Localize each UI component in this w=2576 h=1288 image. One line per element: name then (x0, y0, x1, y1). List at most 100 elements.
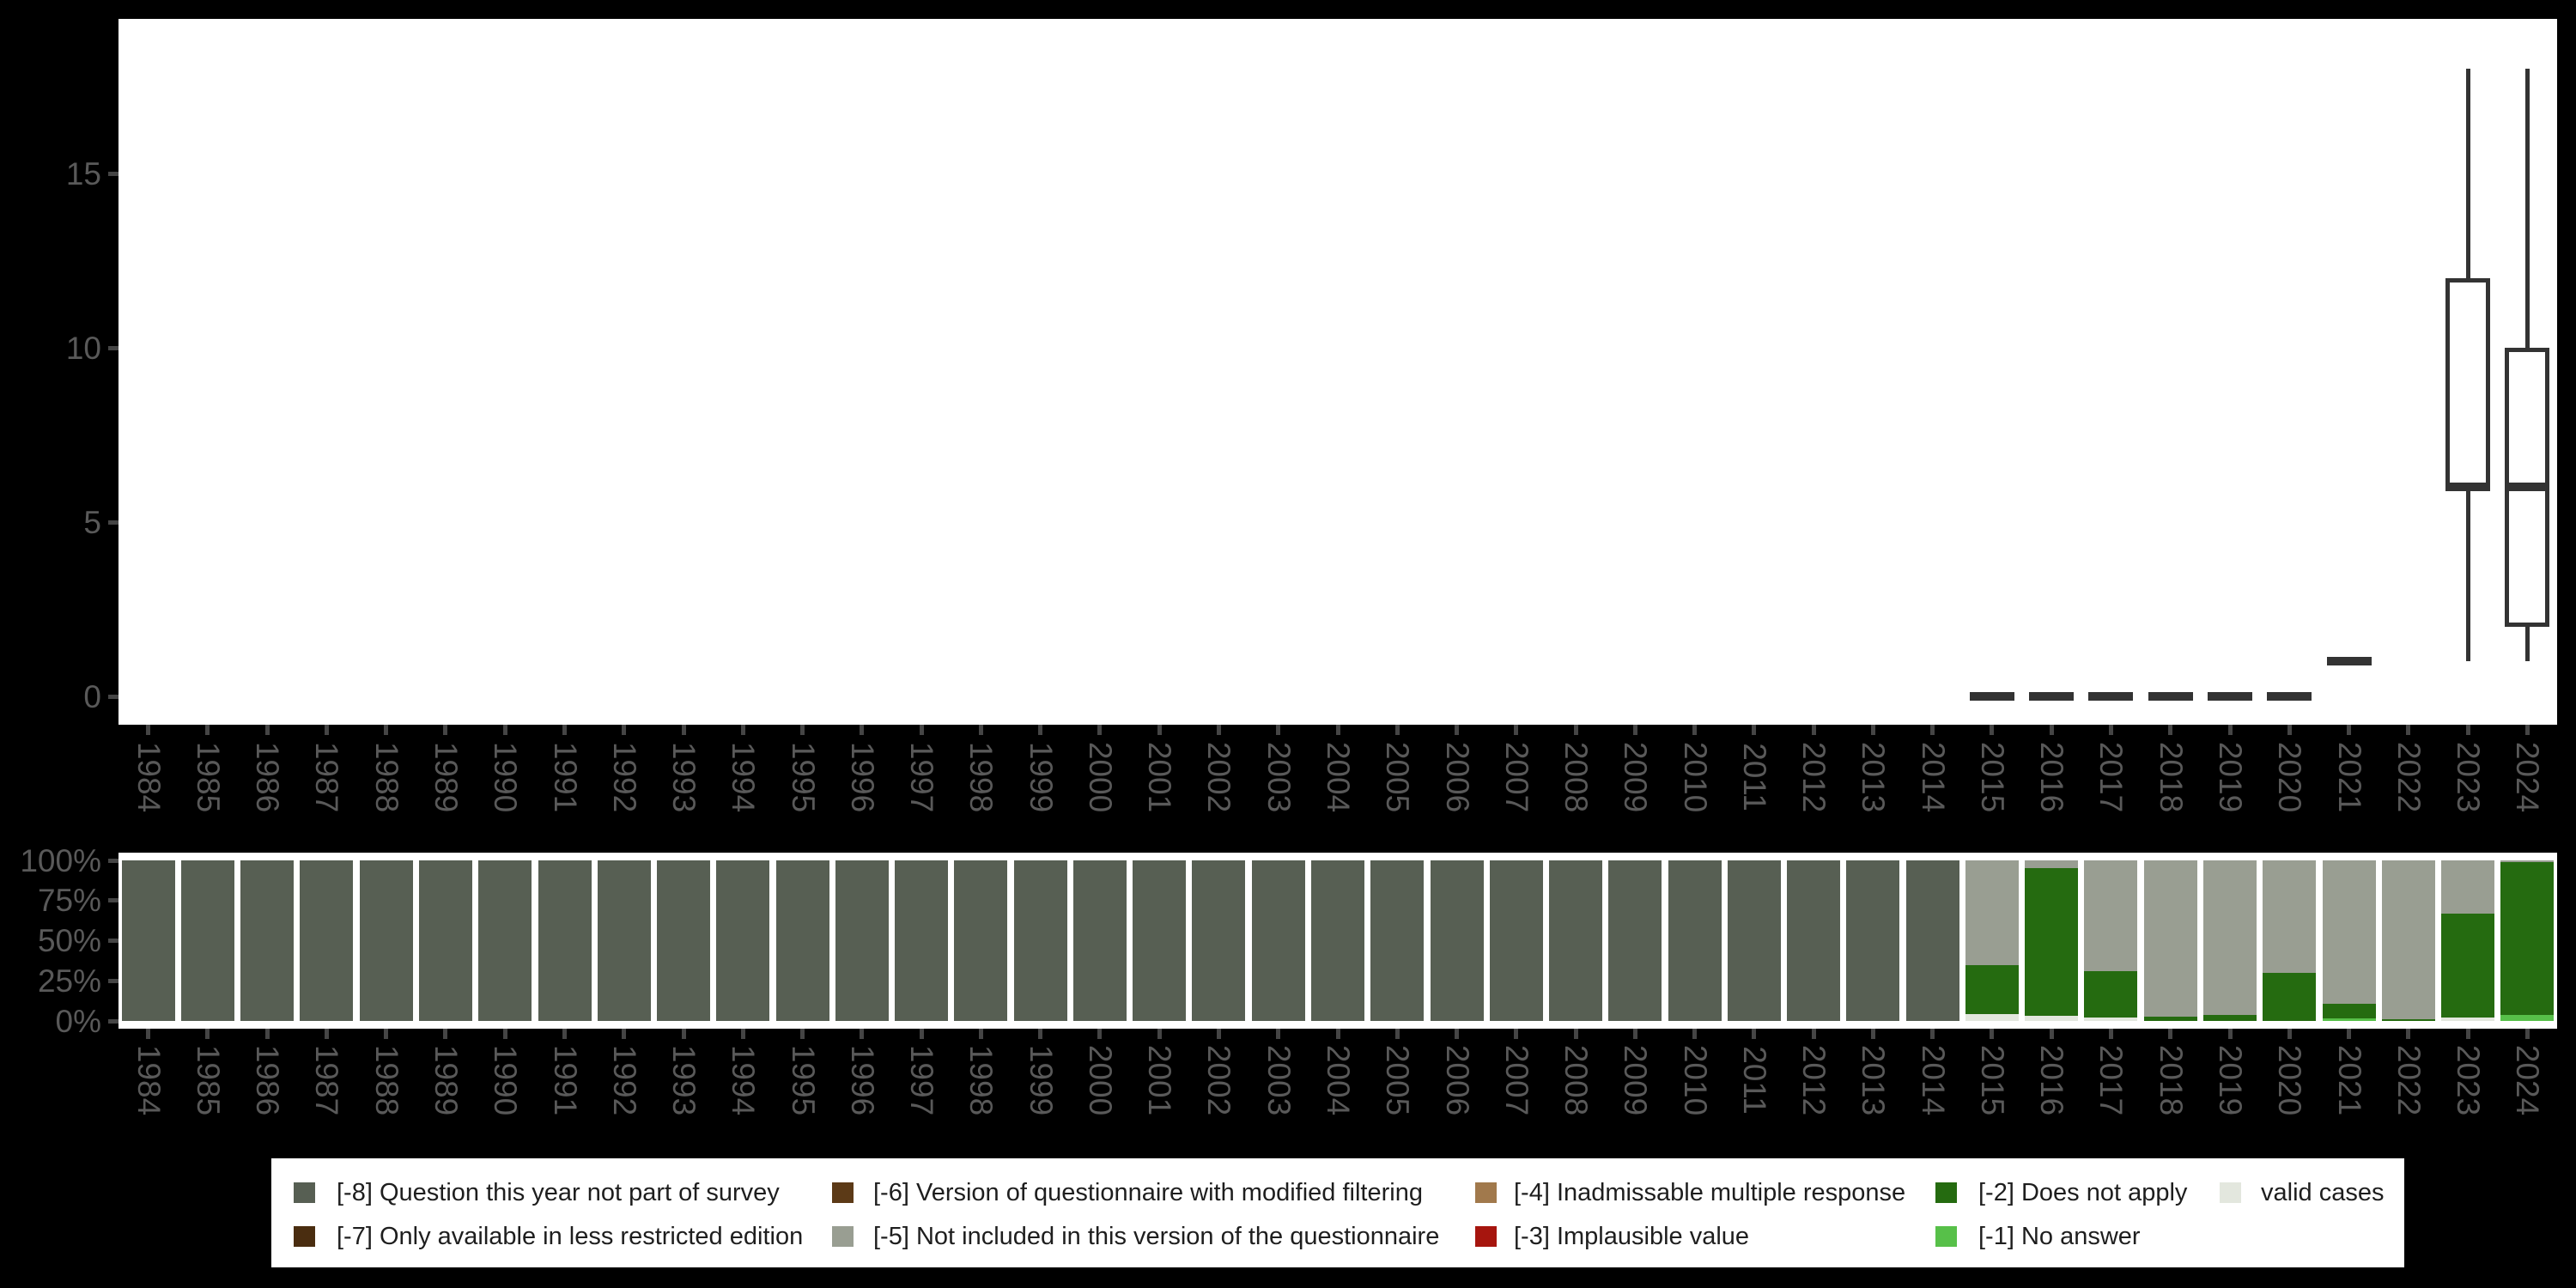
x-axis-tick-label: 1997 (904, 741, 940, 813)
x-axis-tick-label: 2000 (1082, 741, 1118, 813)
x-axis-tick-label: 2012 (1796, 1044, 1832, 1116)
legend-label--5: [-5] Not included in this version of the… (873, 1223, 1440, 1250)
bar-segment-2015-valid (1965, 1013, 2019, 1021)
bar-segment-2020--2 (2263, 972, 2317, 1021)
x-axis-tick-label: 1987 (309, 741, 345, 813)
x-axis-tick (1930, 1029, 1935, 1039)
legend-swatch--5 (832, 1226, 854, 1247)
x-axis-tick (205, 725, 210, 735)
y-axis-tick-label: 25% (37, 963, 101, 999)
bar-segment-2006--8 (1430, 860, 1484, 1021)
x-axis-tick-label: 2012 (1796, 741, 1832, 813)
x-axis-tick-label: 1989 (428, 1044, 464, 1116)
bar-segment-2017-valid (2084, 1018, 2138, 1021)
x-axis-tick (2287, 725, 2292, 735)
x-axis-tick-label: 2002 (1201, 1044, 1237, 1116)
x-axis-tick-label: 2017 (2093, 741, 2129, 813)
bar-segment-2003--8 (1251, 860, 1305, 1021)
x-axis-tick-label: 2013 (1856, 1044, 1892, 1116)
bar-segment-2019--5 (2203, 860, 2257, 1015)
bar-segment-2002--8 (1192, 860, 1246, 1021)
x-axis-tick-label: 2011 (1736, 743, 1772, 811)
bar-segment-2022--2 (2381, 1018, 2435, 1021)
x-axis-tick-label: 2014 (1915, 1044, 1951, 1116)
x-axis-tick (800, 1029, 805, 1039)
bar-segment-2008--8 (1549, 860, 1603, 1021)
y-axis-tick-label: 15 (65, 155, 101, 191)
x-axis-tick (681, 725, 686, 735)
x-axis-tick-label: 2023 (2451, 1044, 2487, 1116)
x-axis-tick-label: 1992 (606, 741, 642, 813)
legend-label--4: [-4] Inadmissable multiple response (1514, 1179, 1906, 1206)
x-axis-tick (1811, 725, 1816, 735)
x-axis-tick-label: 2008 (1558, 741, 1595, 813)
y-axis-tick (108, 939, 118, 943)
x-axis-tick (1097, 725, 1103, 735)
bar-segment-1996--8 (835, 860, 889, 1021)
boxplot-median-2019 (2208, 692, 2253, 701)
x-axis-tick (205, 1029, 210, 1039)
bar-segment-1990--8 (478, 860, 532, 1021)
y-axis-tick-label: 0 (83, 678, 101, 714)
x-axis-tick-label: 1993 (666, 1044, 702, 1116)
x-axis-tick (324, 725, 329, 735)
y-axis-tick-label: 50% (37, 923, 101, 958)
y-axis-tick (108, 978, 118, 983)
y-axis-tick (108, 694, 118, 699)
x-axis-tick (2168, 725, 2173, 735)
x-axis-tick-label: 2015 (1974, 1044, 2010, 1116)
bar-segment-2010--8 (1668, 860, 1722, 1021)
bar-segment-2014--8 (1905, 860, 1959, 1021)
bar-segment-1989--8 (418, 860, 472, 1021)
x-axis-tick-label: 1996 (844, 741, 880, 813)
x-axis-tick (146, 725, 151, 735)
x-axis-tick (1394, 725, 1400, 735)
legend: [-8] Question this year not part of surv… (271, 1158, 2404, 1267)
x-axis-tick (2406, 725, 2411, 735)
x-axis-tick (2108, 725, 2113, 735)
x-axis-tick-label: 1990 (488, 741, 524, 813)
bar-segment-2015--5 (1965, 860, 2019, 966)
x-axis-tick (384, 725, 389, 735)
bar-segment-2004--8 (1311, 860, 1364, 1021)
legend-swatch--6 (832, 1182, 854, 1203)
x-axis-tick (2049, 1029, 2054, 1039)
x-axis-tick-label: 1991 (547, 1044, 583, 1116)
bar-segment-2012--8 (1787, 860, 1841, 1021)
x-axis-tick (502, 1029, 507, 1039)
x-axis-tick (264, 1029, 270, 1039)
bar-segment-2018--2 (2143, 1017, 2197, 1021)
x-axis-tick-label: 1986 (250, 741, 286, 813)
x-axis-tick (443, 725, 448, 735)
boxplot-median-2024 (2505, 483, 2550, 492)
x-axis-tick (2227, 1029, 2233, 1039)
x-axis-tick (1394, 1029, 1400, 1039)
x-axis-tick-label: 2001 (1142, 741, 1178, 813)
bar-segment-1991--8 (538, 860, 592, 1021)
x-axis-tick-label: 1984 (131, 1044, 167, 1116)
x-axis-tick-label: 2010 (1677, 1044, 1713, 1116)
x-axis-tick-label: 1988 (368, 1044, 404, 1116)
x-axis-tick (2168, 1029, 2173, 1039)
x-axis-tick (502, 725, 507, 735)
x-axis-tick-label: 2015 (1974, 741, 2010, 813)
x-axis-tick (443, 1029, 448, 1039)
x-axis-tick (2227, 725, 2233, 735)
x-axis-tick (2465, 725, 2470, 735)
legend-swatch--8 (294, 1182, 315, 1203)
y-axis-tick (108, 1018, 118, 1024)
x-axis-tick-label: 1985 (190, 741, 226, 813)
x-axis-tick (1752, 725, 1757, 735)
legend-swatch--2 (1935, 1182, 1957, 1203)
bar-segment-1986--8 (240, 860, 295, 1021)
y-axis-tick (108, 858, 118, 863)
x-axis-tick-label: 1991 (547, 741, 583, 813)
x-axis-tick (1335, 1029, 1340, 1039)
x-axis-tick-label: 2009 (1618, 741, 1654, 813)
x-axis-tick (1514, 725, 1519, 735)
x-axis-tick (919, 725, 924, 735)
x-axis-tick-label: 2001 (1142, 1044, 1178, 1116)
x-axis-tick-label: 1999 (1023, 741, 1059, 813)
bar-segment-2021--5 (2322, 860, 2376, 1005)
